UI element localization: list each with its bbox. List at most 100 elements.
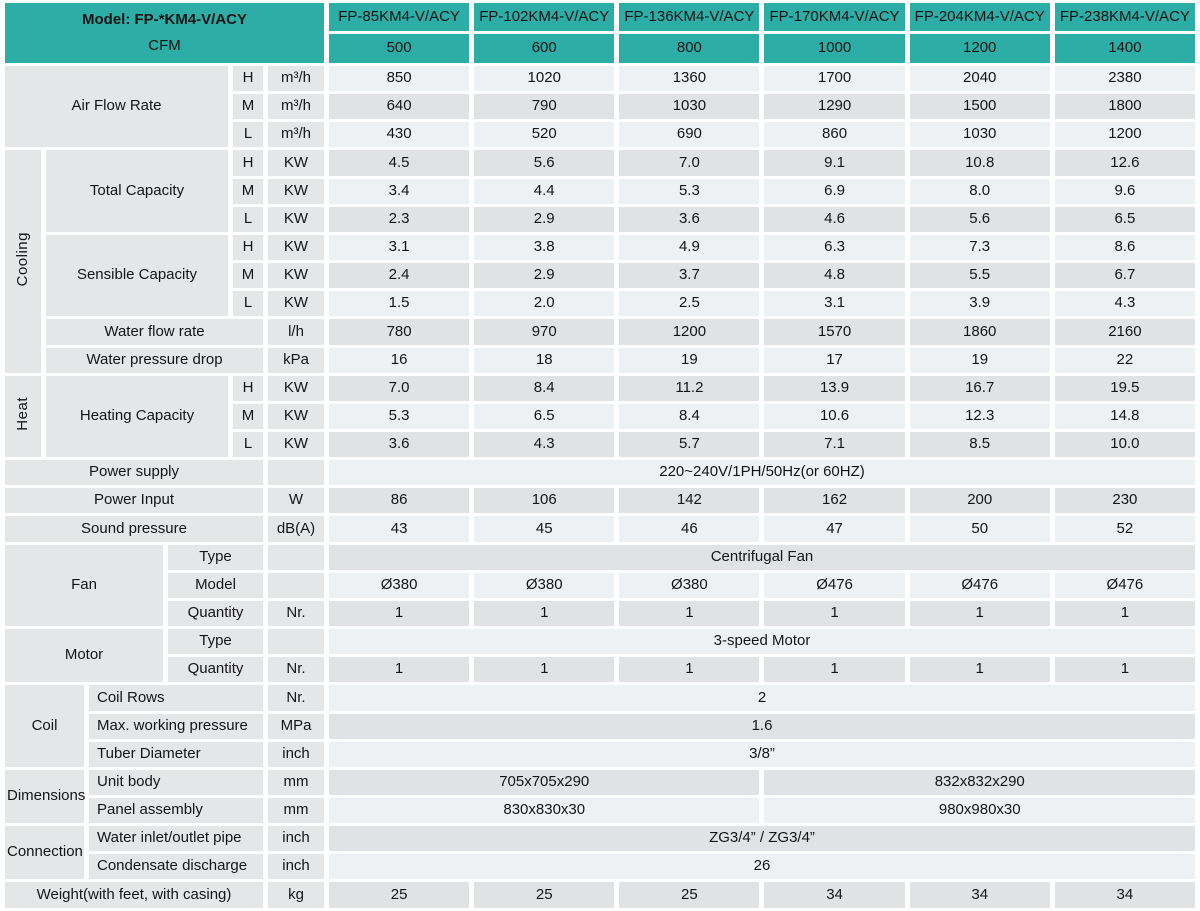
power-input-label: Power Input	[5, 488, 263, 514]
value-cell: 2.0	[474, 291, 615, 317]
value-cell: 22	[1054, 347, 1195, 373]
value-cell: 2160	[1054, 319, 1195, 345]
unit-label: KW	[268, 150, 324, 176]
table-row: Power supply 220~240V/1PH/50Hz(or 60HZ)	[5, 460, 1195, 486]
coil-rows-value: 2	[329, 685, 1195, 711]
value-cell: 3.4	[329, 178, 470, 204]
unit-label	[268, 629, 324, 655]
model-header-cell: Model: FP-*KM4-V/ACY CFM	[5, 3, 324, 63]
sensible-capacity-label: Sensible Capacity	[46, 234, 228, 317]
speed-label: H	[233, 375, 263, 401]
air-flow-rate-label: Air Flow Rate	[5, 65, 228, 148]
value-cell: 860	[764, 122, 905, 148]
value-cell: 1	[329, 600, 470, 627]
column-header-model: FP-238KM4-V/ACY	[1054, 3, 1195, 32]
table-row: L KW 2.3 2.9 3.6 4.6 5.6 6.5	[5, 206, 1195, 232]
value-cell: 9.6	[1054, 178, 1195, 204]
unit-label: mm	[268, 798, 324, 824]
table-row: Dimensions Unit body mm 705x705x290 832x…	[5, 769, 1195, 824]
cfm-value-cell: 1400	[1054, 34, 1195, 63]
cfm-value-cell: 500	[329, 34, 470, 63]
value-cell: 2.5	[619, 291, 760, 317]
table-row: Water flow rate l/h 780 970 1200 1570 18…	[5, 319, 1195, 345]
tuber-diameter-label: Tuber Diameter	[89, 741, 263, 767]
power-supply-value: 220~240V/1PH/50Hz(or 60HZ)	[329, 460, 1195, 486]
value-cell: 10.0	[1054, 431, 1195, 458]
column-header-model: FP-170KM4-V/ACY	[764, 3, 905, 32]
value-cell: 1	[764, 657, 905, 683]
unit-label: m³/h	[268, 122, 324, 148]
speed-label: H	[233, 234, 263, 261]
value-cell: 4.5	[329, 150, 470, 176]
value-cell: 162	[764, 488, 905, 514]
unit-label: KW	[268, 403, 324, 429]
cfm-value-cell: 1200	[909, 34, 1050, 63]
value-cell: 46	[619, 516, 760, 542]
value-cell: 6.7	[1054, 263, 1195, 289]
column-header-model: FP-85KM4-V/ACY	[329, 3, 470, 32]
value-cell: Ø380	[619, 572, 760, 598]
table-row: Model: FP-*KM4-V/ACY CFM FP-85KM4-V/ACY …	[5, 3, 1195, 63]
table-row: Motor Type 3-speed Motor	[5, 629, 1195, 683]
value-cell: 7.1	[764, 431, 905, 458]
panel-assembly-value-right: 980x980x30	[764, 798, 1195, 824]
column-header-model: FP-204KM4-V/ACY	[909, 3, 1050, 32]
table-row: Sound pressure dB(A) 43 45 46 47 50 52	[5, 516, 1195, 542]
value-cell: 1800	[1054, 94, 1195, 120]
max-working-pressure-value: 1.6	[329, 713, 1195, 739]
value-cell: 8.5	[909, 431, 1050, 458]
unit-label: inch	[268, 854, 324, 880]
value-cell: 3.6	[619, 206, 760, 232]
value-cell: 6.3	[764, 234, 905, 261]
value-cell: 8.0	[909, 178, 1050, 204]
panel-assembly-label: Panel assembly	[89, 798, 263, 824]
value-cell: 4.9	[619, 234, 760, 261]
value-cell: 1	[329, 657, 470, 683]
column-header-model: FP-136KM4-V/ACY	[619, 3, 760, 32]
speed-label: H	[233, 65, 263, 92]
value-cell: 850	[329, 65, 470, 92]
tuber-diameter-value: 3/8”	[329, 741, 1195, 767]
value-cell: 14.8	[1054, 403, 1195, 429]
value-cell: 50	[909, 516, 1050, 542]
value-cell: 45	[474, 516, 615, 542]
value-cell: 1	[909, 600, 1050, 627]
value-cell: 8.4	[474, 375, 615, 401]
value-cell: 1700	[764, 65, 905, 92]
unit-label	[268, 460, 324, 486]
value-cell: 18	[474, 347, 615, 373]
unit-body-value-right: 832x832x290	[764, 769, 1195, 795]
condensate-discharge-label: Condensate discharge	[89, 854, 263, 880]
value-cell: 47	[764, 516, 905, 542]
table-row: Water pressure drop kPa 16 18 19 17 19 2…	[5, 347, 1195, 373]
max-working-pressure-label: Max. working pressure	[89, 713, 263, 739]
unit-label: KW	[268, 178, 324, 204]
value-cell: 1030	[909, 122, 1050, 148]
unit-label: inch	[268, 826, 324, 852]
value-cell: 8.6	[1054, 234, 1195, 261]
value-cell: 25	[474, 882, 615, 908]
value-cell: 86	[329, 488, 470, 514]
value-cell: 1570	[764, 319, 905, 345]
value-cell: 3.1	[329, 234, 470, 261]
unit-label: Nr.	[268, 657, 324, 683]
motor-quantity-label: Quantity	[168, 657, 263, 683]
table-row: M KW 3.4 4.4 5.3 6.9 8.0 9.6	[5, 178, 1195, 204]
value-cell: 7.0	[619, 150, 760, 176]
value-cell: 34	[764, 882, 905, 908]
value-cell: 6.5	[474, 403, 615, 429]
speed-label: M	[233, 263, 263, 289]
value-cell: 1200	[1054, 122, 1195, 148]
coil-section-label: Coil	[5, 685, 84, 767]
table-row: Model Ø380 Ø380 Ø380 Ø476 Ø476 Ø476	[5, 572, 1195, 598]
unit-label: Nr.	[268, 600, 324, 627]
unit-label: KW	[268, 431, 324, 458]
table-row: Max. working pressure MPa 1.6	[5, 713, 1195, 739]
table-row: L m³/h 430 520 690 860 1030 1200	[5, 122, 1195, 148]
value-cell: 200	[909, 488, 1050, 514]
table-row: Fan Type Centrifugal Fan	[5, 544, 1195, 627]
unit-label	[268, 572, 324, 598]
value-cell: 1030	[619, 94, 760, 120]
unit-label: KW	[268, 206, 324, 232]
